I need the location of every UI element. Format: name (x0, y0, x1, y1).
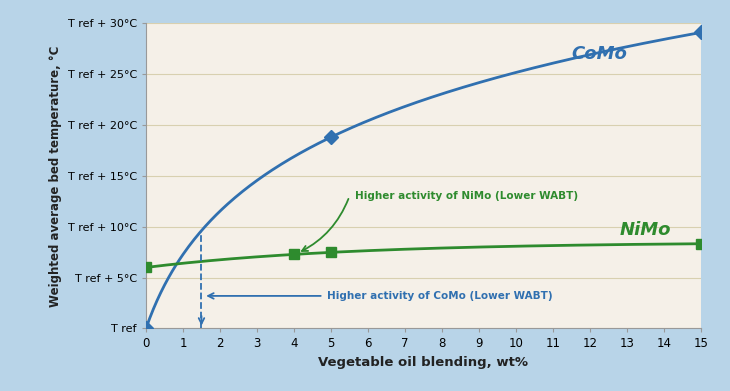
Text: NiMo: NiMo (620, 221, 671, 239)
Text: Higher activity of CoMo (Lower WABT): Higher activity of CoMo (Lower WABT) (327, 291, 553, 301)
Text: Higher activity of NiMo (Lower WABT): Higher activity of NiMo (Lower WABT) (355, 191, 578, 201)
Text: CoMo: CoMo (572, 45, 627, 63)
X-axis label: Vegetable oil blending, wt%: Vegetable oil blending, wt% (318, 356, 529, 369)
Y-axis label: Weighted average bed temperature, °C: Weighted average bed temperature, °C (49, 45, 62, 307)
